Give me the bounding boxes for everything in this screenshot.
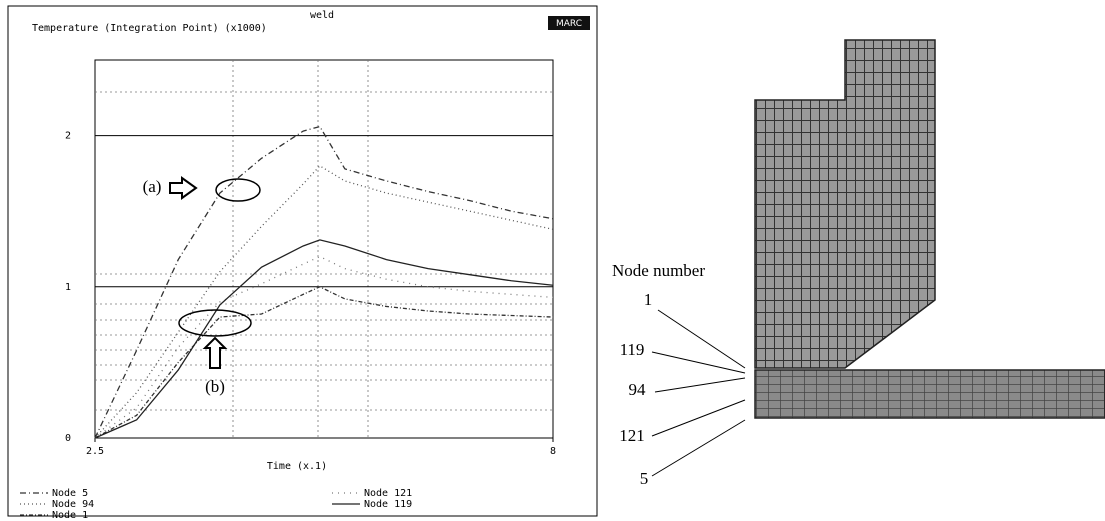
diagram-title: Node number: [612, 261, 705, 280]
legend-label: Node 119: [364, 499, 412, 510]
legend-label: Node 5: [52, 488, 88, 499]
legend-label: Node 94: [52, 499, 94, 510]
y-tick-label: 2: [65, 131, 71, 142]
node-label: 119: [620, 340, 645, 359]
plot: 0 1 2 2.5 8: [65, 127, 556, 457]
arrow: [170, 178, 196, 198]
chart-frame: [8, 6, 597, 516]
series-line: [95, 240, 553, 438]
logo: MARC: [556, 19, 582, 29]
series-line: [95, 287, 553, 438]
x-tick-label: 8: [550, 446, 556, 457]
annotation: (a): [143, 177, 162, 196]
figure: weld Temperature (Integration Point) (x1…: [0, 0, 1105, 521]
x-tick-label: 2.5: [86, 446, 104, 457]
ellipse: [216, 179, 260, 201]
arrow: [205, 338, 225, 368]
mesh: [755, 40, 1105, 418]
leader-line: [652, 420, 745, 476]
chart-title: weld: [310, 10, 334, 21]
y-tick-label: 0: [65, 433, 71, 444]
annotation: (b): [205, 377, 225, 396]
chart-subtitle: Temperature (Integration Point) (x1000): [32, 23, 267, 34]
page: weld Temperature (Integration Point) (x1…: [0, 0, 1105, 521]
y-tick-label: 1: [65, 282, 71, 293]
vertical-plate: [755, 40, 935, 368]
node-label: 5: [640, 469, 649, 488]
legend-label: Node 121: [364, 488, 412, 499]
node-label: 121: [619, 426, 645, 445]
series-line: [95, 257, 553, 438]
x-axis-label: Time (x.1): [267, 461, 327, 472]
leader-line: [652, 352, 745, 373]
leader-lines: [652, 310, 745, 476]
legend-label: Node 1: [52, 510, 88, 521]
series-line: [95, 166, 553, 438]
series-line: [95, 127, 553, 438]
leader-line: [655, 378, 745, 392]
node-label: 1: [644, 290, 653, 309]
node-label: 94: [629, 380, 647, 399]
leader-line: [652, 400, 745, 436]
horizontal-plate: [755, 370, 1105, 418]
leader-line: [658, 310, 745, 368]
